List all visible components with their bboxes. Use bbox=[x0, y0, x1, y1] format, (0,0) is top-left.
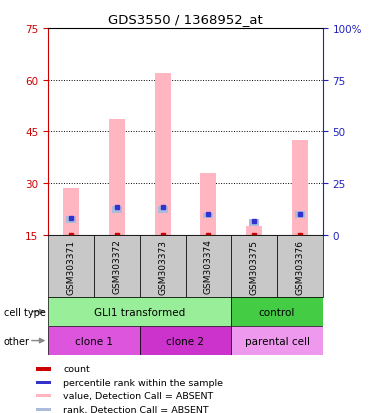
Text: parental cell: parental cell bbox=[244, 336, 309, 346]
Bar bbox=[36, 368, 51, 370]
Bar bbox=[277, 235, 323, 297]
Text: other: other bbox=[4, 336, 30, 346]
Title: GDS3550 / 1368952_at: GDS3550 / 1368952_at bbox=[108, 13, 263, 26]
Text: rank, Detection Call = ABSENT: rank, Detection Call = ABSENT bbox=[63, 405, 209, 413]
Bar bbox=[48, 235, 94, 297]
Bar bbox=[295, 211, 305, 218]
Bar bbox=[200, 173, 216, 235]
Text: count: count bbox=[63, 365, 90, 374]
Bar bbox=[66, 216, 76, 223]
Text: GSM303372: GSM303372 bbox=[112, 239, 121, 294]
Text: GSM303373: GSM303373 bbox=[158, 239, 167, 294]
Text: GSM303376: GSM303376 bbox=[295, 239, 304, 294]
Bar bbox=[48, 326, 140, 355]
Text: percentile rank within the sample: percentile rank within the sample bbox=[63, 378, 223, 387]
Text: control: control bbox=[259, 307, 295, 317]
Text: GLI1 transformed: GLI1 transformed bbox=[94, 307, 186, 317]
Bar bbox=[155, 74, 171, 235]
Text: clone 2: clone 2 bbox=[167, 336, 204, 346]
Bar bbox=[249, 220, 259, 227]
Text: cell type: cell type bbox=[4, 307, 46, 317]
Text: GSM303374: GSM303374 bbox=[204, 239, 213, 294]
Bar bbox=[158, 206, 168, 213]
Text: GSM303375: GSM303375 bbox=[250, 239, 259, 294]
Bar bbox=[36, 408, 51, 411]
Bar bbox=[109, 120, 125, 235]
Text: value, Detection Call = ABSENT: value, Detection Call = ABSENT bbox=[63, 392, 213, 400]
Bar bbox=[48, 297, 231, 326]
Bar bbox=[203, 213, 213, 218]
Bar bbox=[36, 394, 51, 397]
Text: clone 1: clone 1 bbox=[75, 336, 113, 346]
Bar bbox=[140, 326, 231, 355]
Text: GSM303371: GSM303371 bbox=[67, 239, 76, 294]
Bar bbox=[63, 189, 79, 235]
Bar bbox=[94, 235, 140, 297]
Bar bbox=[112, 206, 122, 213]
Bar bbox=[246, 227, 262, 235]
Bar bbox=[292, 141, 308, 235]
Bar bbox=[231, 235, 277, 297]
Bar bbox=[231, 297, 323, 326]
Bar bbox=[140, 235, 186, 297]
Bar bbox=[186, 235, 231, 297]
Bar bbox=[36, 381, 51, 384]
Bar bbox=[231, 326, 323, 355]
